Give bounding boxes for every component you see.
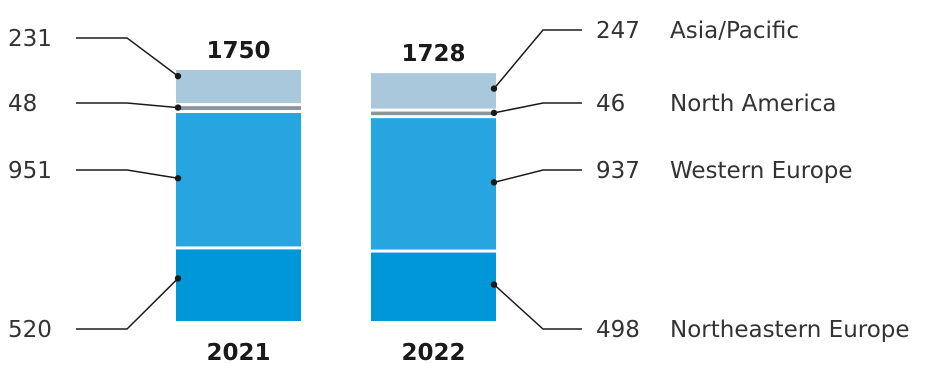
leader-line-2021-north-america	[76, 102, 179, 109]
year-label-2021: 2021	[206, 340, 270, 366]
value-label-2022-asia-pacific: 247	[596, 18, 640, 44]
bar-segment-2022-western-europe	[371, 118, 496, 250]
leader-dot-2022-northeastern-europe	[490, 281, 498, 288]
legend-label-western-europe: Western Europe	[670, 158, 853, 184]
leader-dot-2021-western-europe	[174, 175, 182, 182]
leader-dot-2021-north-america	[174, 104, 182, 111]
bar-segment-2022-north-america	[371, 111, 496, 116]
total-label-2022: 1728	[401, 41, 465, 67]
value-label-2021-northeastern-europe: 520	[8, 317, 52, 343]
value-label-2022-western-europe: 937	[596, 158, 640, 184]
leader-line-2022-northeastern-europe	[493, 284, 582, 330]
leader-line-2022-asia-pacific	[493, 29, 582, 90]
bar-segment-2021-northeastern-europe	[176, 249, 301, 321]
bar-segment-2021-north-america	[176, 106, 301, 111]
bar-segment-2021-asia-pacific	[176, 70, 301, 104]
leader-line-2021-western-europe	[76, 169, 179, 179]
value-label-2021-north-america: 48	[8, 91, 37, 117]
value-label-2021-asia-pacific: 231	[8, 26, 52, 52]
bar-segment-2022-northeastern-europe	[371, 252, 496, 321]
leader-dot-2022-western-europe	[490, 179, 498, 186]
leader-line-2021-asia-pacific	[76, 37, 179, 77]
legend-label-north-america: North America	[670, 91, 837, 117]
leader-dot-2021-asia-pacific	[174, 72, 182, 80]
leader-line-2022-western-europe	[493, 169, 582, 184]
bar-segment-2021-western-europe	[176, 113, 301, 247]
year-label-2022: 2022	[401, 340, 465, 366]
value-label-2022-north-america: 46	[596, 91, 625, 117]
legend-label-northeastern-europe: Northeastern Europe	[670, 317, 910, 343]
leader-dot-2022-north-america	[490, 109, 498, 117]
leader-line-2022-north-america	[493, 102, 582, 114]
total-label-2021: 1750	[206, 38, 270, 64]
leader-line-2021-northeastern-europe	[76, 277, 179, 330]
value-label-2021-western-europe: 951	[8, 158, 52, 184]
legend-label-asia-pacific: Asia/Pacific	[670, 18, 799, 44]
bar-segment-2022-asia-pacific	[371, 73, 496, 109]
leader-dot-2022-asia-pacific	[490, 85, 498, 92]
value-label-2022-northeastern-europe: 498	[596, 317, 640, 343]
leader-dot-2021-northeastern-europe	[174, 275, 182, 282]
